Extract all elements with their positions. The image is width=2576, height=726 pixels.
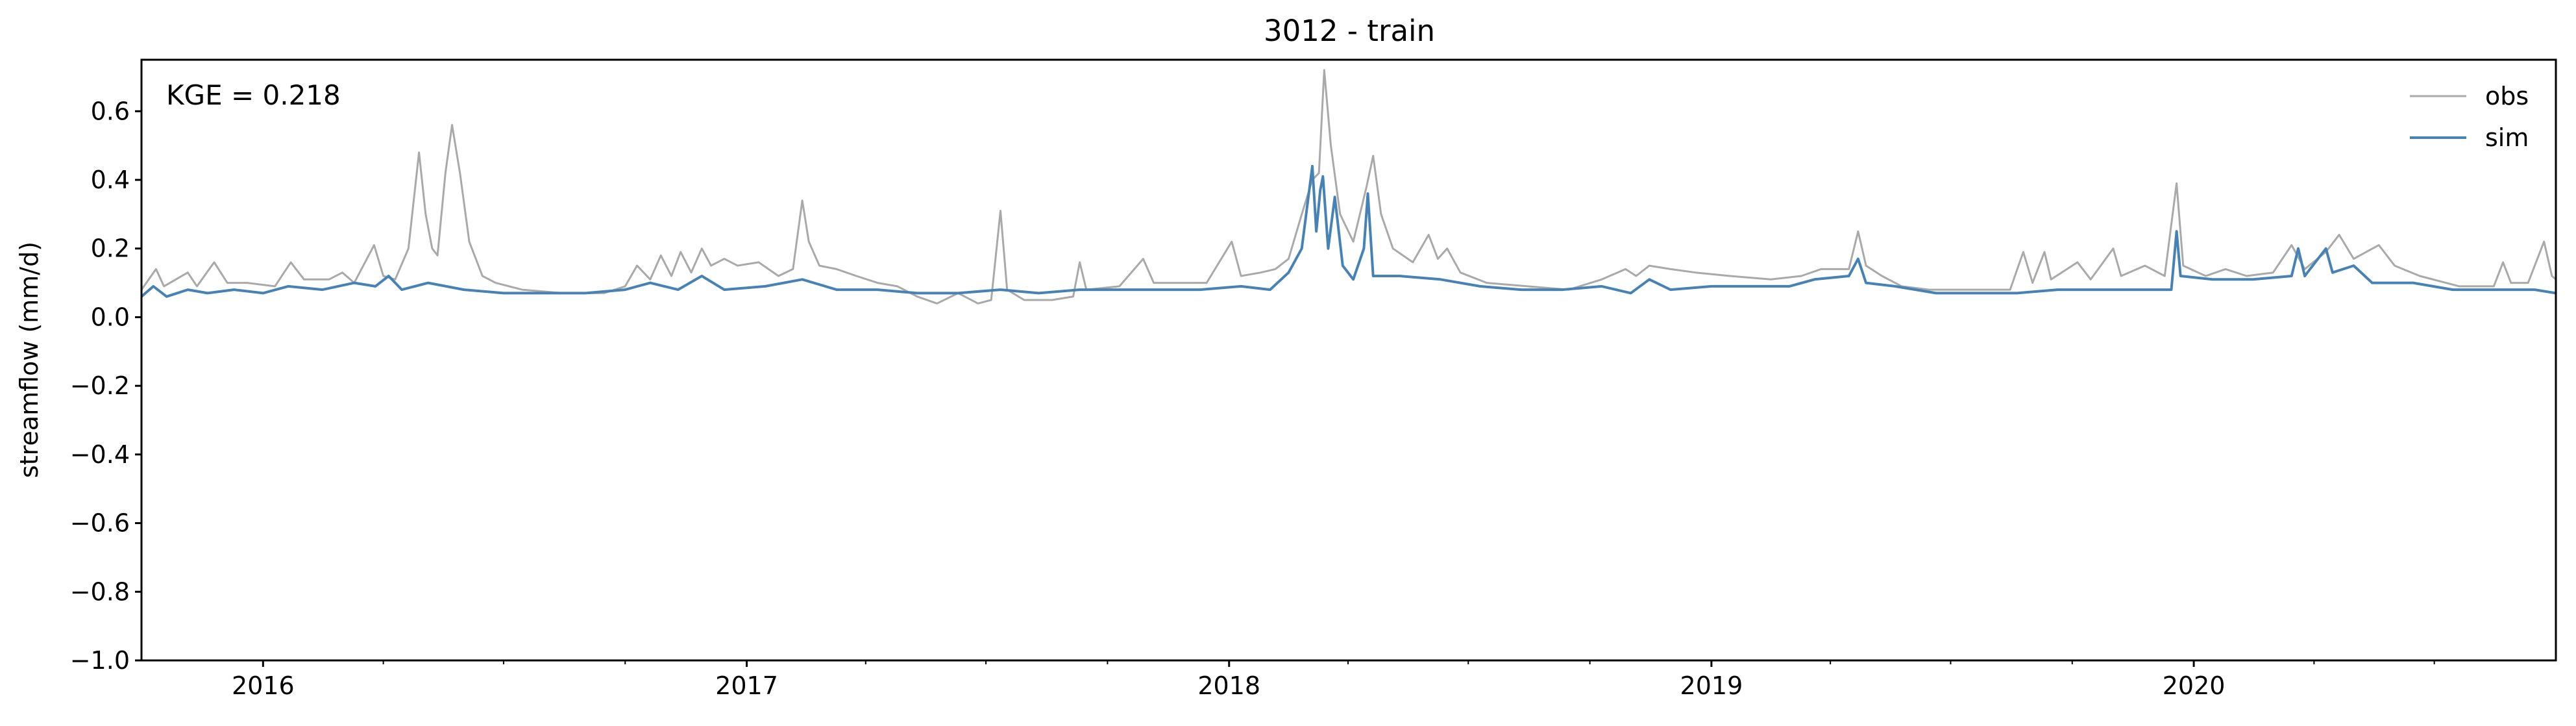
plot-frame [140,58,2557,662]
y-tick-label: 0.6 [91,97,130,125]
chart-title: 3012 - train [1264,14,1435,48]
y-tick-label: 0.2 [91,234,130,263]
y-tick-label: −1.0 [70,646,130,675]
x-tick-label: 2016 [232,671,295,700]
x-tick-label: 2017 [715,671,778,700]
plot-area [140,69,2557,305]
axes: 0.6 0.4 0.2 0.0 −0.2 −0.4 −0.6 −0.8 −1.0 2016 2017… [70,97,2435,700]
y-tick-label: −0.4 [70,440,130,469]
y-tick-label: −0.2 [70,371,130,400]
legend: obs sim [2410,82,2529,152]
y-axis-label: streamflow (mm/d) [15,242,43,478]
x-tick-label: 2018 [1197,671,1260,700]
series-line-obs [140,69,2557,305]
x-tick-label: 2019 [1680,671,1743,700]
kge-annotation: KGE = 0.218 [166,79,341,111]
y-tick-label: 0.4 [91,166,130,194]
legend-label-obs: obs [2485,82,2529,110]
x-tick-label: 2020 [2163,671,2226,700]
y-tick-label: −0.6 [70,509,130,538]
y-tick-label: −0.8 [70,577,130,606]
y-tick-label: 0.0 [91,303,130,331]
legend-label-sim: sim [2485,123,2529,152]
series-line-sim [140,164,2557,298]
